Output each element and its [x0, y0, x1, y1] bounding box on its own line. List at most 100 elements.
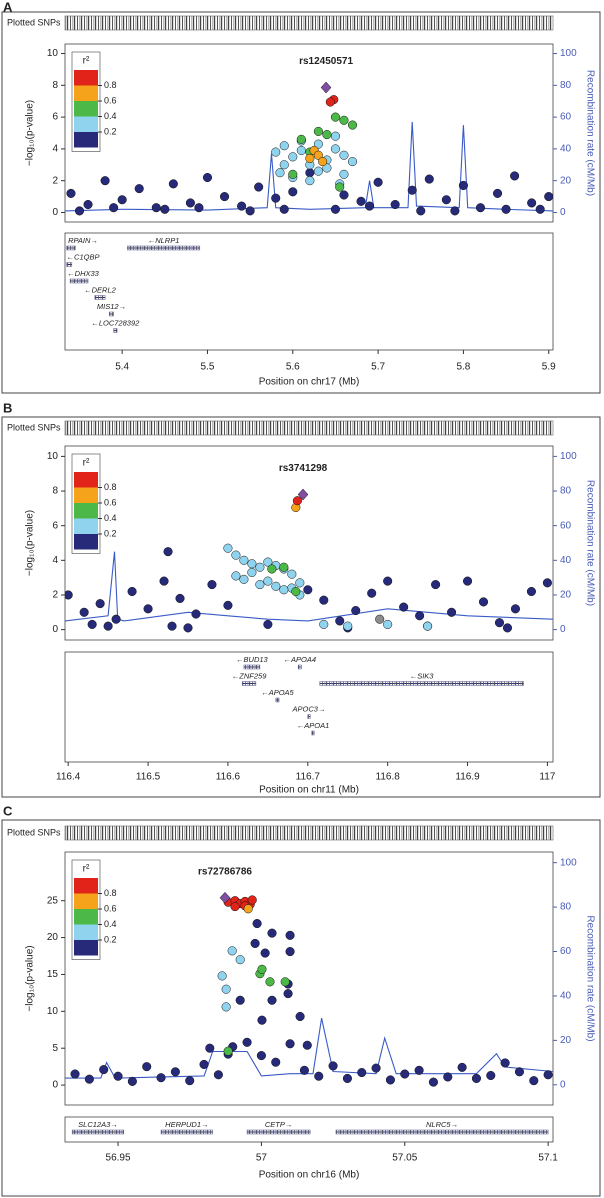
- y-tick-label: 4: [52, 555, 58, 566]
- gene-label: MIS12→: [97, 302, 126, 311]
- x-tick-label: 57: [256, 1153, 268, 1164]
- snp-point: [237, 201, 247, 211]
- snp-point: [319, 595, 329, 605]
- gene-area: [64, 1116, 554, 1143]
- track-label: Plotted SNPs: [7, 17, 61, 27]
- gene-exon: [242, 681, 257, 686]
- snp-point: [305, 168, 315, 178]
- snp-point: [221, 1002, 231, 1012]
- legend-title: r²: [83, 458, 90, 469]
- y2-tick-label: 80: [560, 902, 572, 913]
- gene-label: CETP→: [265, 1120, 293, 1129]
- snp-point: [156, 1073, 166, 1083]
- gene-exon: [66, 245, 76, 251]
- y-tick-label: 25: [47, 895, 59, 906]
- snp-point: [103, 621, 113, 631]
- y-tick-label: 5: [52, 1043, 58, 1054]
- gene-area: [64, 232, 554, 351]
- snp-point: [70, 1069, 80, 1079]
- snp-point: [288, 152, 298, 162]
- snp-point: [335, 616, 345, 626]
- snp-point: [529, 1076, 539, 1086]
- snp-point: [109, 203, 119, 213]
- legend-tick-label: 0.2: [104, 934, 117, 944]
- x-tick-label: 116.9: [455, 772, 480, 783]
- snp-point: [502, 623, 513, 633]
- y2-tick-label: 0: [560, 1079, 566, 1090]
- snp-point: [223, 1046, 233, 1056]
- snp-point: [343, 621, 353, 631]
- snp-point: [375, 614, 385, 624]
- x-axis-label: Position on chr17 (Mb): [259, 377, 360, 388]
- legend-swatch: [74, 878, 98, 894]
- snp-point: [322, 163, 332, 173]
- legend-swatch: [74, 940, 98, 956]
- snp-point: [199, 1059, 209, 1069]
- snp-point: [319, 619, 329, 629]
- snp-point: [322, 130, 332, 140]
- y2-axis-label: Recombination rate (cM/Mb): [584, 915, 595, 1041]
- snp-point: [113, 1071, 123, 1081]
- panel-frame: [1, 416, 601, 798]
- snp-point: [185, 1076, 195, 1086]
- snp-point: [527, 198, 537, 208]
- snp-point: [83, 199, 93, 210]
- snp-point: [221, 984, 231, 994]
- legend-swatch: [74, 85, 98, 101]
- snp-point: [247, 559, 257, 569]
- snp-point: [285, 947, 295, 957]
- y-tick-label: 2: [52, 175, 58, 186]
- recombination-line: [65, 121, 553, 212]
- x-tick-label: 5.9: [542, 362, 556, 373]
- legend-tick-label: 0.8: [104, 482, 117, 492]
- y-tick-label: 6: [52, 112, 58, 123]
- snp-point: [267, 564, 277, 574]
- snp-point: [245, 206, 255, 216]
- x-tick-label: 117: [539, 772, 555, 783]
- gene-label: ←BUD13: [236, 655, 269, 664]
- y2-tick-label: 100: [560, 451, 577, 462]
- gene-exon: [297, 664, 302, 670]
- snp-point: [95, 599, 105, 609]
- snp-point: [265, 977, 275, 987]
- snp-point: [175, 593, 185, 603]
- gene-label: ←NLRP1: [148, 236, 180, 245]
- snp-point: [267, 928, 277, 938]
- gene-label: ←LOC728392: [91, 318, 140, 327]
- x-axis-label: Position on chr11 (Mb): [259, 785, 359, 796]
- snp-point: [279, 585, 289, 595]
- snp-point: [356, 196, 366, 206]
- snp-point: [267, 995, 277, 1005]
- x-axis-label: Position on chr16 (Mb): [259, 1170, 360, 1181]
- y2-tick-label: 40: [560, 144, 572, 155]
- snp-point: [242, 1037, 252, 1047]
- snp-point: [492, 188, 503, 198]
- snp-point: [458, 180, 468, 190]
- snp-point: [231, 571, 241, 581]
- snp-point: [330, 144, 340, 154]
- gene-label: HERPUD1→: [165, 1120, 208, 1129]
- snp-point: [471, 1073, 481, 1083]
- snp-point: [535, 204, 545, 214]
- y-tick-label: 10: [47, 48, 59, 59]
- snp-point: [287, 569, 297, 579]
- snp-point: [142, 1062, 152, 1072]
- gene-exon: [243, 664, 261, 670]
- plot-marks: [65, 891, 553, 1087]
- snp-point: [383, 619, 393, 629]
- x-tick-label: 116.7: [296, 772, 321, 783]
- legend-tick-label: 0.8: [104, 888, 117, 898]
- snp-point: [159, 576, 169, 586]
- legend-tick-label: 0.4: [104, 513, 117, 523]
- legend-tick-label: 0.8: [104, 80, 117, 90]
- gene-exon: [335, 1129, 549, 1135]
- snp-point: [514, 1067, 525, 1077]
- gene-exon: [319, 681, 524, 686]
- snp-point: [202, 172, 213, 183]
- snp-point: [510, 171, 520, 181]
- snp-point: [191, 609, 201, 619]
- gene-exon: [127, 245, 201, 251]
- legend-swatch: [74, 116, 98, 132]
- snp-point: [279, 204, 289, 214]
- legend-swatch: [74, 503, 98, 519]
